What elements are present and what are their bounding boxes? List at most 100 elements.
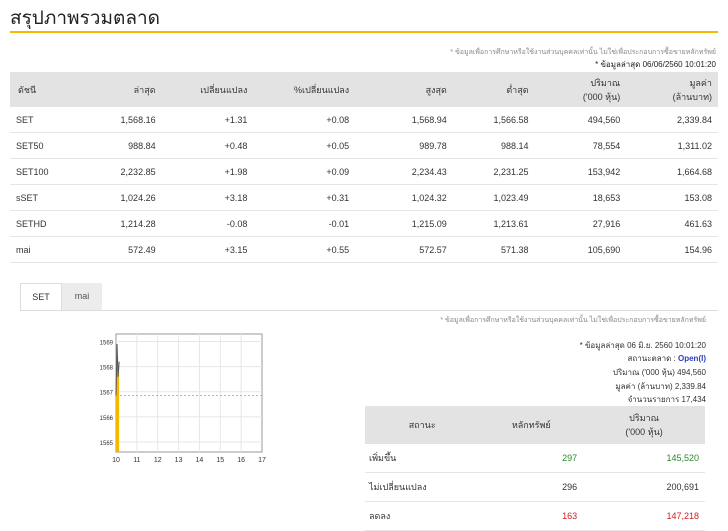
table-row: sSET 1,024.26 +3.18 +0.31 1,024.32 1,023.49 18…	[10, 184, 718, 211]
cell-value: 153.08	[626, 184, 718, 211]
sum-cell-volume: 147,218	[583, 501, 705, 531]
cell-value: 1,311.02	[626, 132, 718, 159]
market-status-value: Open(I)	[678, 354, 706, 363]
cell-last: 572.49	[83, 236, 162, 263]
cell-high: 1,215.09	[355, 210, 453, 237]
cell-low: 2,231.25	[452, 158, 535, 185]
cell-change: +1.31	[161, 107, 254, 133]
detail-updated: * ข้อมูลล่าสุด 06 มิ.ย. 2560 10:01:20	[579, 341, 706, 350]
cell-volume: 27,916	[534, 210, 627, 237]
col-header-change: เปลี่ยนแปลง	[161, 72, 254, 107]
detail-disclaimer: * ข้อมูลเพื่อการศึกษาหรือใช้งานส่วนบุคคล…	[440, 317, 706, 324]
cell-volume: 78,554	[534, 132, 627, 159]
chart-y-tick-label: 1568	[100, 366, 114, 372]
sum-header-status: สถานะ	[365, 406, 480, 444]
cell-index-name[interactable]: SETHD	[10, 210, 84, 237]
chart-y-tick-label: 1567	[100, 391, 114, 397]
cell-pct-change: -0.01	[253, 210, 356, 237]
detail-deals: จำนวนรายการ 17,434	[627, 395, 706, 404]
sum-header-volume: ปริมาณ ('000 หุ้น)	[583, 406, 705, 444]
cell-high: 1,568.94	[355, 107, 453, 133]
cell-change: +3.18	[161, 184, 254, 211]
cell-pct-change: +0.05	[253, 132, 356, 159]
cell-index-name: mai	[10, 236, 84, 263]
table-row: SET 1,568.16 +1.31 +0.08 1,568.94 1,566.58 494…	[10, 107, 718, 133]
chart-y-tick-label: 1565	[100, 441, 114, 447]
cell-pct-change: +0.55	[253, 236, 356, 263]
sum-cell-status: ลดลง	[365, 501, 480, 531]
cell-last: 988.84	[83, 132, 162, 159]
cell-volume: 18,653	[534, 184, 627, 211]
index-table: ดัชนี ล่าสุด เปลี่ยนแปลง %เปลี่ยนแปลง สู…	[10, 72, 718, 263]
cell-pct-change: +0.09	[253, 158, 356, 185]
table-row: SET50 988.84 +0.48 +0.05 989.78 988.14 78,554 1…	[10, 132, 718, 159]
cell-volume: 105,690	[534, 236, 627, 263]
chart-series-line	[115, 344, 120, 396]
cell-volume: 494,560	[534, 107, 627, 133]
sum-cell-volume: 145,520	[583, 444, 705, 473]
table-row: ไม่เปลี่ยนแปลง 296 200,691	[365, 472, 705, 502]
cell-high: 989.78	[355, 132, 453, 159]
cell-high: 1,024.32	[355, 184, 453, 211]
cell-change: -0.08	[161, 210, 254, 237]
chart-x-tick-label: 17	[258, 457, 266, 464]
sum-cell-volume: 200,691	[583, 472, 705, 502]
cell-low: 1,213.61	[452, 210, 535, 237]
cell-last: 1,024.26	[83, 184, 162, 211]
cell-volume: 153,942	[534, 158, 627, 185]
cell-high: 2,234.43	[355, 158, 453, 185]
col-header-volume: ปริมาณ ('000 หุ้น)	[534, 72, 627, 107]
cell-high: 572.57	[355, 236, 453, 263]
cell-low: 988.14	[452, 132, 535, 159]
sum-header-securities: หลักทรัพย์	[479, 406, 584, 444]
cell-change: +3.15	[161, 236, 254, 263]
sum-cell-securities: 297	[479, 444, 584, 473]
sum-cell-status: เพิ่มขึ้น	[365, 444, 480, 473]
market-status-label: สถานะตลาด :	[627, 354, 676, 363]
tabs-divider	[20, 310, 718, 311]
col-header-last: ล่าสุด	[83, 72, 162, 107]
chart-x-tick-label: 12	[154, 457, 162, 464]
tab-set[interactable]: SET	[20, 283, 62, 311]
sum-cell-status: ไม่เปลี่ยนแปลง	[365, 472, 480, 502]
col-header-low: ต่ำสุด	[452, 72, 535, 107]
market-status: สถานะตลาด : Open(I)	[628, 352, 706, 365]
table-row: เพิ่มขึ้น 297 145,520	[365, 444, 705, 473]
chart-frame	[115, 333, 263, 453]
cell-index-name[interactable]: sSET	[10, 184, 84, 211]
col-header-value: มูลค่า (ล้านบาท)	[626, 72, 718, 107]
cell-low: 571.38	[452, 236, 535, 263]
col-header-pct-change: %เปลี่ยนแปลง	[253, 72, 356, 107]
cell-value: 1,664.68	[626, 158, 718, 185]
cell-last: 2,232.85	[83, 158, 162, 185]
cell-change: +0.48	[161, 132, 254, 159]
cell-value: 2,339.84	[626, 107, 718, 133]
chart-x-tick-label: 15	[216, 457, 224, 464]
cell-change: +1.98	[161, 158, 254, 185]
cell-index-name: SET	[10, 107, 84, 133]
index-table-body: SET 1,568.16 +1.31 +0.08 1,568.94 1,566.58 494…	[10, 107, 718, 263]
last-updated: * ข้อมูลล่าสุด 06/06/2560 10:01:20	[595, 60, 716, 69]
detail-volume: ปริมาณ ('000 หุ้น) 494,560	[612, 368, 706, 377]
chart-x-tick-label: 13	[175, 457, 183, 464]
summary-table: สถานะ หลักทรัพย์ ปริมาณ ('000 หุ้น) เพิ่…	[365, 406, 705, 531]
cell-low: 1,566.58	[452, 107, 535, 133]
cell-index-name[interactable]: SET50	[10, 132, 84, 159]
cell-value: 461.63	[626, 210, 718, 237]
page-title: สรุปภาพรวมตลาด	[10, 8, 160, 29]
sum-cell-securities: 296	[479, 472, 584, 502]
cell-index-name[interactable]: SET100	[10, 158, 84, 185]
cell-pct-change: +0.31	[253, 184, 356, 211]
table-row: mai 572.49 +3.15 +0.55 572.57 571.38 105,690 15…	[10, 236, 718, 263]
tab-mai[interactable]: mai	[62, 283, 102, 310]
sum-cell-securities: 163	[479, 501, 584, 531]
cell-pct-change: +0.08	[253, 107, 356, 133]
chart-x-tick-label: 11	[133, 457, 140, 464]
disclaimer: * ข้อมูลเพื่อการศึกษาหรือใช้งานส่วนบุคคล…	[450, 49, 716, 56]
intraday-chart: 10 11 12 13 14 15 16 17 1569 1568 1567 1566 1565	[100, 333, 266, 464]
cell-value: 154.96	[626, 236, 718, 263]
chart-y-tick-label: 1566	[100, 416, 114, 422]
chart-y-tick-label: 1569	[100, 341, 114, 347]
col-header-index: ดัชนี	[10, 72, 84, 107]
summary-table-body: เพิ่มขึ้น 297 145,520 ไม่เปลี่ยนแปลง 296 200,…	[365, 444, 705, 531]
